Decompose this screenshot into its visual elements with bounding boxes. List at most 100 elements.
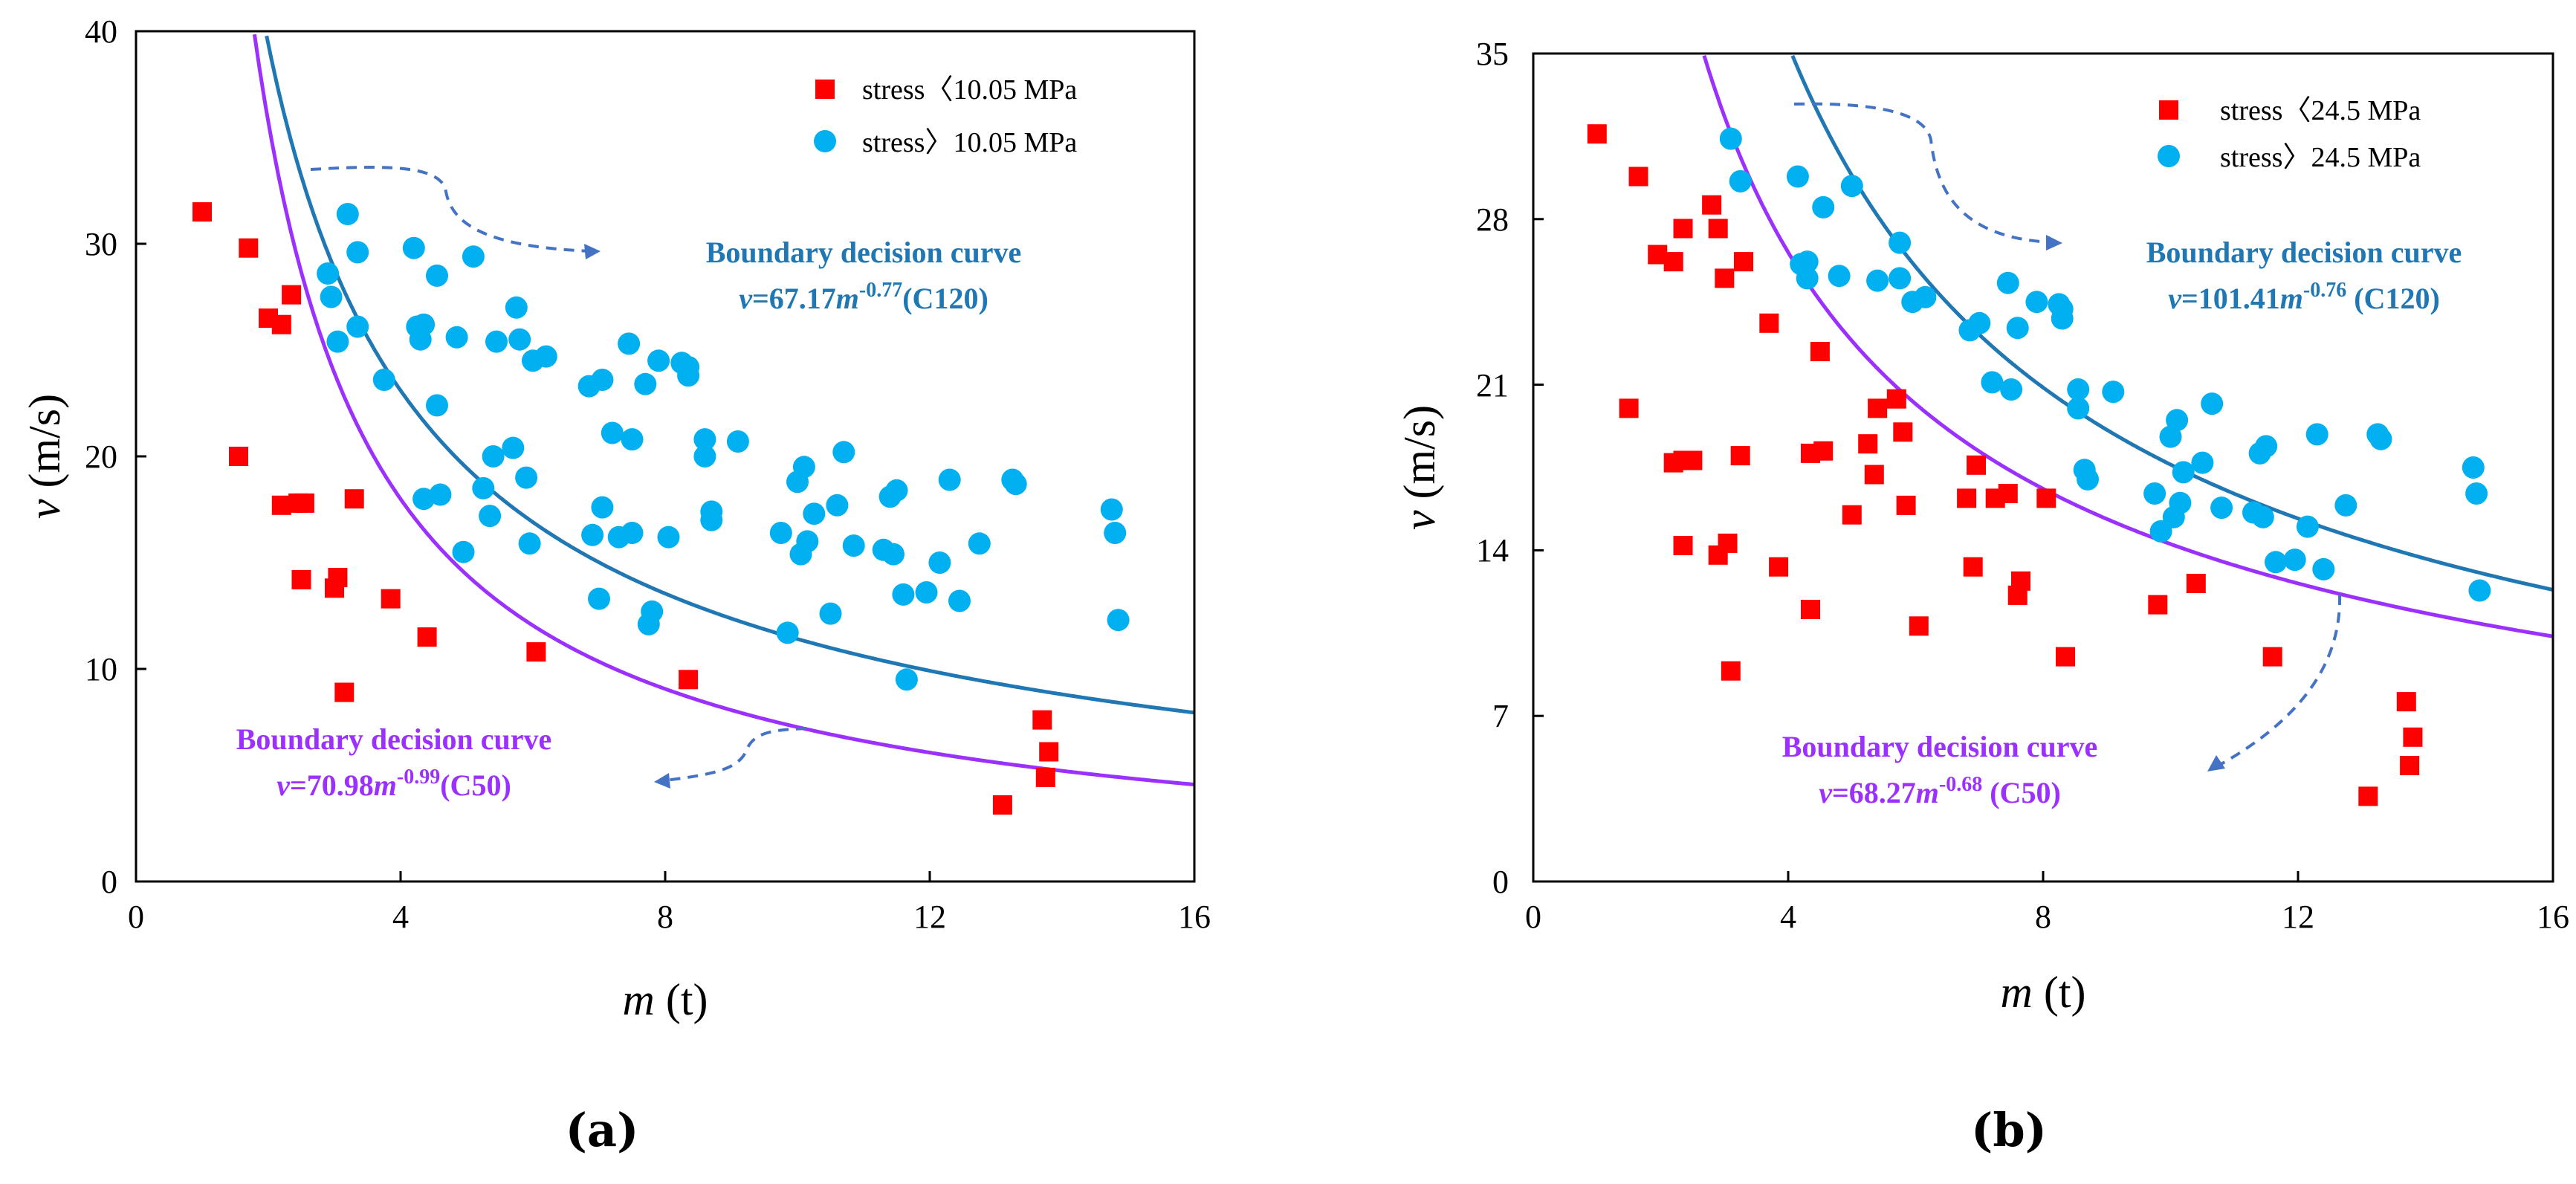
panel-a-x-axis-label: m (t) bbox=[623, 975, 708, 1024]
panel-b-point-high-stress bbox=[2210, 496, 2233, 520]
panel-a-point-high-stress bbox=[336, 203, 359, 225]
panel-a-point-low-stress bbox=[229, 447, 248, 466]
panel-a-point-high-stress bbox=[588, 587, 610, 610]
panel-b-point-high-stress bbox=[2051, 297, 2074, 320]
panel-a-point-high-stress bbox=[700, 508, 723, 531]
panel-a-point-low-stress bbox=[344, 489, 364, 509]
panel-b-annotation-title: Boundary decision curve bbox=[1782, 730, 2097, 763]
panel-a-point-high-stress bbox=[796, 530, 819, 553]
panel-a-point-low-stress bbox=[1035, 767, 1055, 787]
panel-a-annotation-c50: Boundary decision curve v=70.98m-0.99(C5… bbox=[236, 722, 807, 802]
panel-b-point-high-stress bbox=[2201, 392, 2224, 415]
panel-b-point-high-stress bbox=[2334, 494, 2357, 517]
panel-b-y-tick-label: 28 bbox=[1476, 201, 1509, 238]
panel-b: 0 7 14 21 28 35 0 4 8 12 16 m (t) v (m/s… bbox=[1395, 36, 2569, 1157]
panel-b-x-tick-label: 8 bbox=[2035, 899, 2051, 935]
panel-a-point-high-stress bbox=[726, 430, 749, 453]
panel-a-point-high-stress bbox=[402, 236, 425, 259]
panel-a-point-high-stress bbox=[445, 326, 468, 349]
panel-b-point-high-stress bbox=[1796, 267, 1819, 290]
panel-a-point-high-stress bbox=[634, 372, 657, 395]
panel-b-point-high-stress bbox=[2369, 427, 2392, 450]
panel-b-point-high-stress bbox=[2102, 381, 2125, 404]
panel-b-x-tick-label: 0 bbox=[1525, 899, 1541, 935]
panel-b-point-high-stress bbox=[1914, 285, 1937, 308]
panel-a-point-high-stress bbox=[928, 551, 951, 574]
panel-a-legend-label: stress〉10.05 MPa bbox=[862, 127, 1077, 158]
panel-a-point-high-stress bbox=[1107, 609, 1130, 632]
panel-a-point-high-stress bbox=[346, 315, 369, 338]
panel-a-point-high-stress bbox=[842, 534, 865, 557]
panel-b-point-high-stress bbox=[1719, 127, 1742, 150]
panel-b-point-low-stress bbox=[1963, 557, 1983, 577]
panel-b-point-high-stress bbox=[1981, 371, 2004, 394]
panel-a-point-high-stress bbox=[621, 428, 644, 451]
panel-a-point-high-stress bbox=[1004, 473, 1027, 496]
panel-b-point-low-stress bbox=[1967, 455, 1986, 475]
panel-b-point-high-stress bbox=[2462, 456, 2485, 479]
panel-b-point-high-stress bbox=[2006, 317, 2029, 340]
panel-b-marks bbox=[1587, 54, 2554, 806]
panel-b-y-tick-label: 14 bbox=[1476, 532, 1509, 569]
panel-a-annotation-equation: v=67.17m-0.77(C120) bbox=[739, 279, 988, 315]
panel-b-point-high-stress bbox=[1729, 169, 1752, 193]
panel-b-point-high-stress bbox=[1889, 231, 1912, 254]
panel-a-point-high-stress bbox=[618, 332, 641, 355]
panel-a-point-high-stress bbox=[452, 540, 475, 563]
panel-b-point-high-stress bbox=[1866, 269, 1889, 292]
panel-b-point-high-stress bbox=[2166, 409, 2189, 432]
panel-b-legend-label: stress〈24.5 MPa bbox=[2220, 95, 2421, 126]
panel-a-annotation-arrow bbox=[310, 166, 592, 253]
panel-b-annotation-arrowhead bbox=[2046, 235, 2062, 250]
panel-a-point-high-stress bbox=[508, 328, 531, 351]
panel-b-point-high-stress bbox=[2255, 435, 2278, 458]
panel-a-y-tick-label: 20 bbox=[85, 439, 117, 475]
panel-b-point-low-stress bbox=[1721, 661, 1741, 681]
panel-a-point-high-stress bbox=[769, 522, 792, 544]
panel-a-point-low-stress bbox=[291, 569, 311, 589]
panel-b-x-tick-marks bbox=[1532, 871, 2554, 881]
panel-b-point-high-stress bbox=[1812, 195, 1835, 219]
panel-a-point-high-stress bbox=[819, 602, 842, 625]
panel-b-point-low-stress bbox=[1663, 252, 1683, 272]
panel-b-point-high-stress bbox=[1889, 267, 1912, 290]
panel-a-point-high-stress bbox=[803, 502, 826, 525]
panel-b-annotation-equation: v=68.27m-0.68 (C50) bbox=[1819, 773, 2061, 809]
panel-a-point-high-stress bbox=[317, 262, 340, 285]
panel-b-point-high-stress bbox=[2468, 579, 2491, 602]
panel-a-annotation-arrow bbox=[664, 727, 807, 782]
panel-b-point-high-stress bbox=[2172, 461, 2195, 484]
panel-b-legend-swatch-square bbox=[2159, 100, 2178, 120]
panel-b-point-low-stress bbox=[2056, 647, 2075, 667]
panel-a-point-high-stress bbox=[326, 330, 349, 353]
panel-b-point-low-stress bbox=[2036, 488, 2056, 508]
panel-b-curve-c120 bbox=[1790, 54, 2554, 592]
panel-b-point-low-stress bbox=[1813, 441, 1834, 461]
panel-a-point-low-stress bbox=[282, 285, 302, 305]
panel-b-point-low-stress bbox=[1673, 219, 1693, 239]
panel-a-annotation-c120: Boundary decision curve v=67.17m-0.77(C1… bbox=[310, 166, 1021, 315]
panel-a-curve-c120 bbox=[265, 35, 1195, 715]
panel-b-point-low-stress bbox=[2400, 756, 2420, 775]
panel-a-point-high-stress bbox=[915, 581, 938, 604]
panel-a-annotation-equation: v=70.98m-0.99(C50) bbox=[276, 766, 511, 802]
panel-b-point-low-stress bbox=[1718, 533, 1738, 553]
panel-b-x-tick-label: 12 bbox=[2282, 899, 2314, 935]
panel-b-x-tick-label: 16 bbox=[2537, 899, 2569, 935]
panel-b-annotation-arrowhead bbox=[2207, 755, 2225, 771]
panel-a-point-high-stress bbox=[505, 296, 528, 319]
panel-b-y-tick-label: 21 bbox=[1476, 367, 1509, 404]
panel-b-point-low-stress bbox=[1715, 268, 1735, 288]
panel-b-point-low-stress bbox=[2403, 727, 2423, 747]
panel-a-x-tick-label: 8 bbox=[657, 899, 673, 935]
panel-a-point-high-stress bbox=[472, 476, 495, 499]
panel-b-point-low-stress bbox=[1909, 616, 1929, 636]
panel-b-annotation-equation: v=101.41m-0.76 (C120) bbox=[2168, 279, 2440, 315]
panel-b-point-low-stress bbox=[1619, 398, 1639, 418]
panel-b-point-high-stress bbox=[1828, 265, 1851, 288]
panel-a-point-high-stress bbox=[479, 505, 502, 528]
panel-a-legend-swatch-square bbox=[815, 80, 835, 99]
panel-a-point-high-stress bbox=[647, 349, 670, 372]
panel-b-legend: stress〈24.5 MPa stress〉24.5 MPa bbox=[2158, 95, 2421, 173]
panel-b-point-high-stress bbox=[2312, 557, 2335, 580]
